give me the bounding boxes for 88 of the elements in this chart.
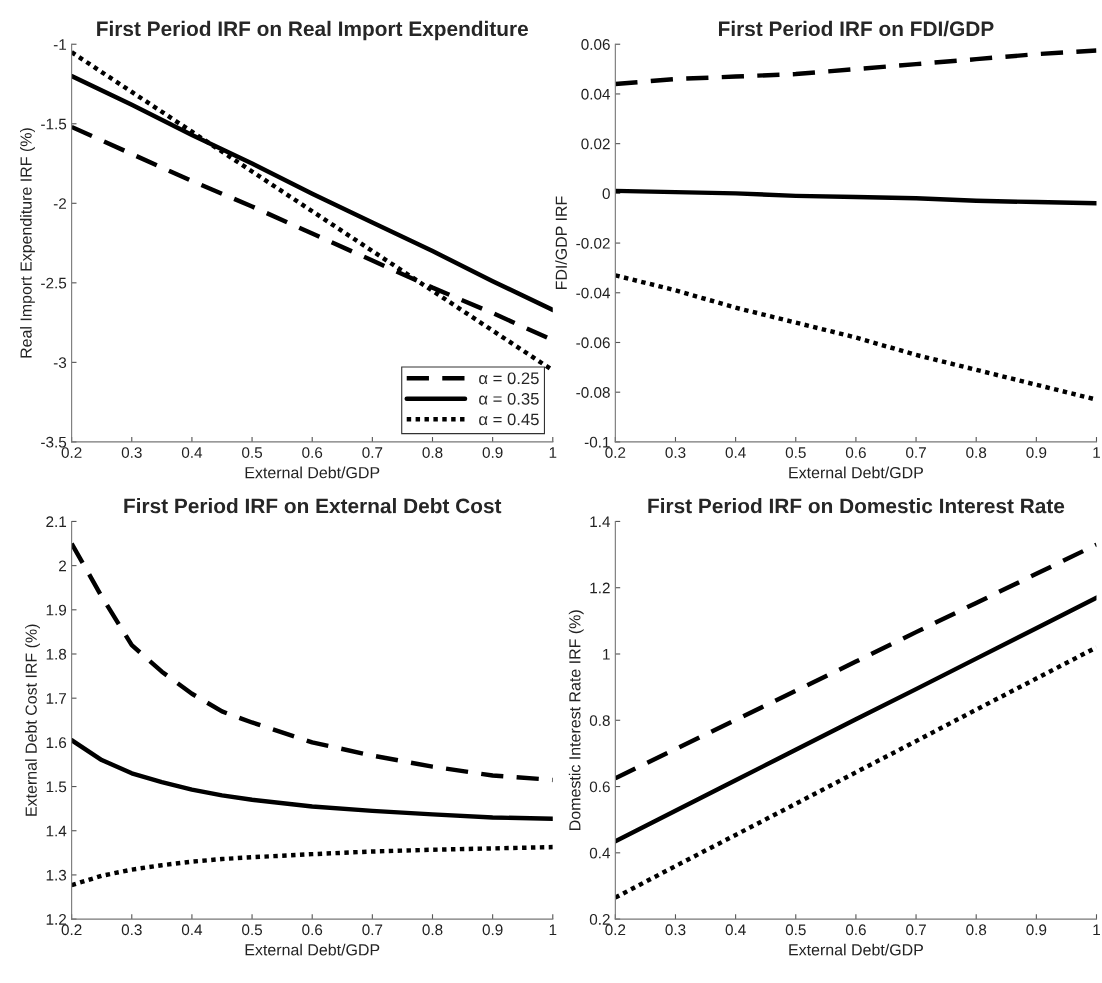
- x-tick-label: 0.6: [845, 924, 866, 936]
- x-tick-label: 0.4: [725, 924, 746, 936]
- x-tick-label: 0.4: [181, 447, 203, 458]
- x-tick-label: 0.3: [665, 924, 686, 936]
- line-series: [71, 844, 553, 888]
- x-tick-label: 0.4: [181, 924, 203, 936]
- legend-label: α = 0.45: [479, 413, 539, 426]
- x-tick-label: 0.6: [302, 447, 323, 458]
- chart-title: First Period IRF on FDI/GDP: [719, 20, 994, 37]
- y-tick-label: 0.02: [581, 138, 610, 150]
- y-tick-label: -0.08: [576, 387, 610, 398]
- x-tick-label: 0.8: [966, 924, 987, 936]
- y-tick-label: 0.6: [589, 781, 610, 793]
- y-axis-title: Real Import Expenditure IRF (%): [20, 128, 35, 358]
- y-tick-label: -2.5: [41, 277, 67, 289]
- x-tick-label: 0.5: [242, 924, 263, 936]
- y-axis-title: Domestic Interest Rate IRF (%): [568, 610, 584, 830]
- x-axis-title: External Debt/GDP: [789, 466, 923, 479]
- y-tick-label: -0.06: [576, 337, 610, 349]
- x-tick-label: 0.5: [785, 447, 806, 458]
- x-tick-label: 0.4: [725, 447, 746, 458]
- line-series: [615, 188, 1097, 206]
- y-tick-label: 1.4: [46, 825, 67, 837]
- x-tick-label: 0.5: [785, 924, 806, 936]
- legend-label: α = 0.35: [479, 392, 539, 405]
- y-tick-label: -2: [53, 198, 66, 209]
- x-tick-label: 0.7: [906, 924, 926, 936]
- line-series: [615, 645, 1097, 900]
- x-tick-label: 0.2: [61, 924, 82, 936]
- x-tick-label: 0.3: [121, 447, 142, 458]
- y-tick-label: 1.2: [46, 913, 66, 925]
- y-tick-label: 1.9: [46, 604, 67, 616]
- y-tick-label: 0.06: [581, 39, 610, 50]
- y-tick-label: -3.5: [41, 436, 67, 448]
- y-tick-label: 0.04: [581, 88, 611, 100]
- x-tick-label: 0.9: [1026, 924, 1047, 936]
- x-tick-label: 0.6: [302, 924, 323, 936]
- x-tick-label: 1: [549, 447, 557, 458]
- y-tick-label: -3: [53, 357, 67, 369]
- line-series: [615, 48, 1097, 87]
- y-tick-label: -1: [53, 39, 67, 50]
- y-tick-label: 0.8: [589, 715, 610, 726]
- y-tick-label: 1.5: [46, 781, 67, 793]
- y-tick-label: 1: [603, 649, 610, 660]
- y-tick-label: 1.8: [46, 648, 67, 660]
- y-tick-label: 1.3: [46, 869, 67, 881]
- y-tick-label: 2.1: [46, 516, 67, 527]
- x-tick-label: 1: [1093, 924, 1100, 936]
- y-tick-label: 1.6: [46, 737, 67, 749]
- line-series: [615, 542, 1097, 781]
- y-tick-label: 1.2: [590, 582, 610, 594]
- x-tick-label: 0.9: [482, 447, 503, 458]
- x-axis-title: External Debt/GDP: [245, 466, 380, 479]
- x-tick-label: 0.7: [362, 924, 383, 936]
- y-axis-title: FDI/GDP IRF: [555, 196, 567, 290]
- y-tick-label: -1.5: [41, 118, 67, 130]
- x-tick-label: 0.7: [906, 447, 926, 458]
- x-tick-label: 0.6: [845, 447, 866, 458]
- line-series: [71, 737, 553, 822]
- chart-title: First Period IRF on External Debt Cost: [124, 498, 502, 514]
- x-tick-label: 0.3: [665, 447, 686, 458]
- x-tick-label: 0.3: [121, 924, 142, 936]
- x-tick-label: 1: [549, 924, 557, 936]
- chart-title: First Period IRF on Domestic Interest Rate: [648, 498, 1065, 514]
- x-tick-label: 0.9: [482, 924, 503, 936]
- y-tick-label: -0.04: [576, 287, 611, 299]
- x-tick-label: 0.7: [362, 447, 383, 458]
- x-tick-label: 0.8: [422, 447, 443, 458]
- x-tick-label: 0.9: [1026, 447, 1047, 458]
- x-tick-label: 0.8: [966, 447, 987, 458]
- chart-title: First Period IRF on Real Import Expenditure: [97, 20, 528, 41]
- y-tick-label: 0.4: [589, 847, 611, 859]
- y-axis-title: External Debt Cost IRF (%): [25, 624, 40, 816]
- x-tick-label: 0.2: [61, 447, 82, 458]
- y-tick-label: 0: [602, 188, 610, 200]
- x-tick-label: 0.5: [242, 447, 263, 458]
- legend-label: α = 0.25: [479, 372, 539, 385]
- line-series: [615, 595, 1097, 844]
- y-tick-label: 2: [59, 560, 66, 572]
- x-axis-title: External Debt/GDP: [789, 943, 923, 956]
- y-tick-label: -0.02: [576, 237, 610, 249]
- y-tick-label: 1.4: [590, 516, 611, 527]
- y-tick-label: -0.1: [584, 436, 610, 448]
- x-tick-label: 1: [1093, 447, 1100, 458]
- y-tick-label: 1.7: [46, 693, 66, 704]
- y-tick-label: 0.2: [589, 913, 610, 925]
- x-axis-title: External Debt/GDP: [245, 943, 380, 956]
- x-tick-label: 0.8: [422, 924, 443, 936]
